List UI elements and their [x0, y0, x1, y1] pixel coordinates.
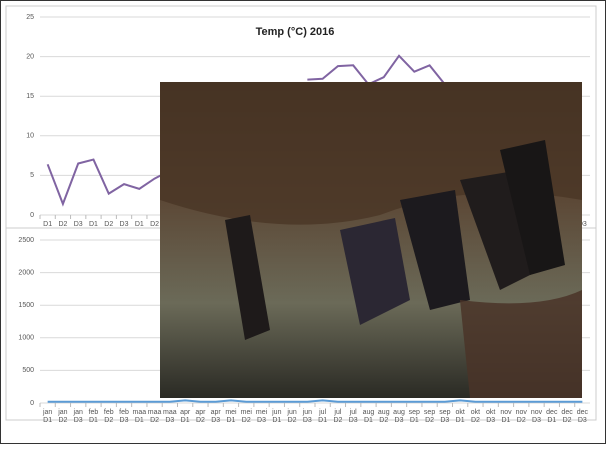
y-tick-label: 1000	[18, 335, 34, 342]
x-tick-label: aug	[393, 409, 405, 416]
x-tick-label: D1	[89, 221, 98, 228]
y-tick-label: 500	[22, 367, 34, 374]
x-tick-label: maa	[163, 409, 177, 416]
x-tick-label: dec	[546, 409, 558, 416]
y-tick-label: 0	[30, 212, 34, 219]
x-tick-sublabel: D1	[226, 417, 235, 424]
x-tick-label: feb	[104, 409, 114, 416]
x-tick-sublabel: D2	[58, 417, 67, 424]
x-tick-label: mei	[241, 409, 253, 416]
x-tick-sublabel: D2	[196, 417, 205, 424]
x-tick-sublabel: D1	[547, 417, 556, 424]
x-tick-sublabel: D3	[532, 417, 541, 424]
photo	[160, 82, 582, 398]
x-tick-sublabel: D3	[211, 417, 220, 424]
x-tick-sublabel: D3	[395, 417, 404, 424]
x-tick-label: okt	[471, 409, 480, 416]
x-tick-sublabel: D3	[74, 417, 83, 424]
x-tick-sublabel: D1	[456, 417, 465, 424]
x-tick-sublabel: D1	[318, 417, 327, 424]
x-tick-label: apr	[180, 409, 191, 416]
x-tick-label: dec	[577, 409, 589, 416]
x-tick-sublabel: D1	[501, 417, 510, 424]
x-tick-label: D1	[43, 221, 52, 228]
x-tick-label: aug	[378, 409, 390, 416]
x-tick-label: jun	[302, 409, 312, 416]
x-tick-label: D3	[120, 221, 129, 228]
x-tick-label: jul	[333, 409, 341, 416]
x-tick-label: apr	[195, 409, 206, 416]
y-tick-label: 5	[30, 172, 34, 179]
x-tick-label: okt	[486, 409, 495, 416]
x-tick-label: D2	[104, 221, 113, 228]
photo-branch	[460, 290, 582, 398]
x-tick-label: apr	[211, 409, 222, 416]
x-tick-sublabel: D2	[425, 417, 434, 424]
x-tick-label: jan	[73, 409, 83, 416]
y-tick-label: 2000	[18, 269, 34, 276]
x-tick-label: sep	[409, 409, 420, 416]
x-tick-sublabel: D2	[150, 417, 159, 424]
x-tick-sublabel: D2	[288, 417, 297, 424]
x-tick-label: maa	[148, 409, 162, 416]
y-tick-label: 10	[26, 133, 34, 140]
x-tick-sublabel: D1	[89, 417, 98, 424]
x-tick-label: D1	[135, 221, 144, 228]
x-tick-sublabel: D2	[104, 417, 113, 424]
x-tick-label: mei	[256, 409, 268, 416]
x-tick-label: jul	[318, 409, 326, 416]
x-tick-label: sep	[424, 409, 435, 416]
x-tick-sublabel: D1	[43, 417, 52, 424]
x-tick-label: nov	[516, 409, 528, 416]
x-tick-sublabel: D1	[135, 417, 144, 424]
x-tick-sublabel: D3	[165, 417, 174, 424]
x-tick-label: jan	[42, 409, 52, 416]
x-tick-label: jan	[57, 409, 67, 416]
x-tick-sublabel: D2	[242, 417, 251, 424]
x-tick-label: D2	[150, 221, 159, 228]
y-tick-label: 25	[26, 14, 34, 21]
x-tick-label: D2	[58, 221, 67, 228]
y-tick-label: 20	[26, 53, 34, 60]
x-tick-sublabel: D3	[486, 417, 495, 424]
x-tick-sublabel: D1	[410, 417, 419, 424]
x-tick-sublabel: D3	[303, 417, 312, 424]
x-tick-label: sep	[439, 409, 450, 416]
x-tick-label: D3	[74, 221, 83, 228]
x-tick-label: jun	[286, 409, 296, 416]
x-tick-label: okt	[455, 409, 464, 416]
x-tick-sublabel: D2	[379, 417, 388, 424]
screenshot: Temp (°C) 2016 0 5 10 15 20 25 D1 D2 D3 D1 D2 D3 D1 D…	[0, 0, 606, 444]
x-tick-label: jun	[271, 409, 281, 416]
y-tick-label: 2500	[18, 237, 34, 244]
x-tick-label: nov	[500, 409, 512, 416]
x-tick-sublabel: D2	[517, 417, 526, 424]
x-tick-sublabel: D2	[563, 417, 572, 424]
x-tick-label: feb	[89, 409, 99, 416]
x-tick-sublabel: D3	[578, 417, 587, 424]
x-tick-sublabel: D3	[257, 417, 266, 424]
x-tick-sublabel: D1	[272, 417, 281, 424]
x-tick-label: dec	[561, 409, 573, 416]
y-tick-label: 15	[26, 93, 34, 100]
chart-title: Temp (°C) 2016	[256, 26, 335, 38]
x-tick-label: aug	[363, 409, 375, 416]
x-tick-label: jul	[349, 409, 357, 416]
x-tick-sublabel: D3	[440, 417, 449, 424]
x-tick-sublabel: D1	[181, 417, 190, 424]
x-tick-label: mei	[225, 409, 237, 416]
x-tick-label: maa	[132, 409, 146, 416]
x-tick-sublabel: D2	[471, 417, 480, 424]
x-tick-sublabel: D3	[120, 417, 129, 424]
x-tick-label: nov	[531, 409, 543, 416]
x-tick-sublabel: D3	[349, 417, 358, 424]
x-tick-label: feb	[119, 409, 129, 416]
y-tick-label: 1500	[18, 302, 34, 309]
x-tick-sublabel: D2	[333, 417, 342, 424]
y-tick-label: 0	[30, 400, 34, 407]
x-tick-sublabel: D1	[364, 417, 373, 424]
